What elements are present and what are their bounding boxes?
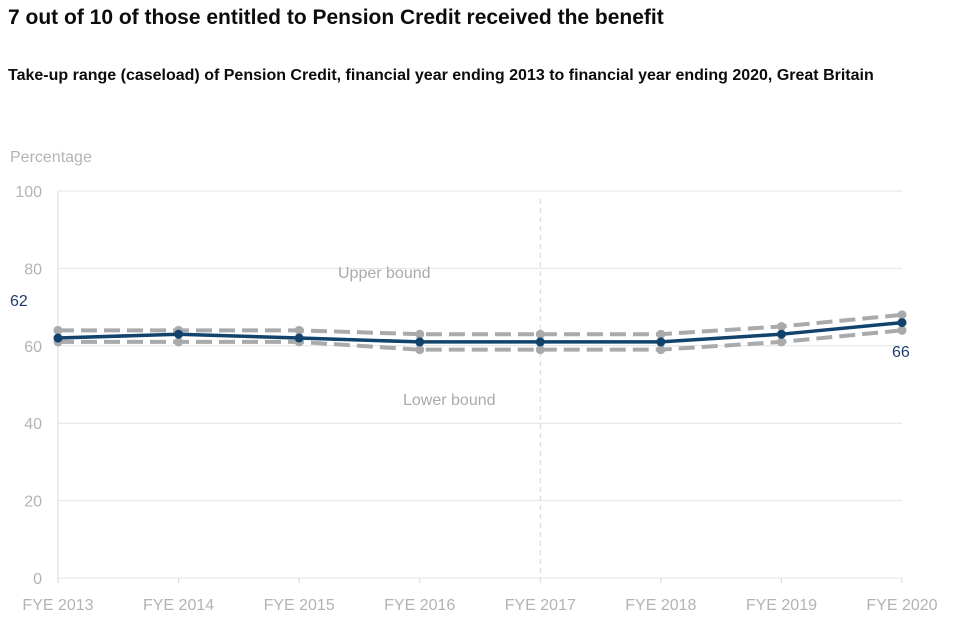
- x-tick-label: FYE 2019: [746, 597, 817, 614]
- data-point-central: [53, 333, 63, 343]
- data-point-lower: [174, 337, 184, 347]
- upper-bound-label: Upper bound: [338, 265, 431, 282]
- y-axis-title: Percentage: [10, 149, 92, 166]
- chart-title: 7 out of 10 of those entitled to Pension…: [8, 6, 664, 29]
- x-axis-ticks: FYE 2013 FYE 2014 FYE 2015 FYE 2016 FYE 2017…: [22, 578, 938, 614]
- y-tick-label: 100: [15, 184, 42, 201]
- data-point-upper: [415, 329, 425, 339]
- data-point-central: [656, 337, 666, 347]
- x-tick-label: FYE 2020: [866, 597, 937, 614]
- y-tick-label: 0: [33, 571, 42, 588]
- x-tick-label: FYE 2016: [384, 597, 455, 614]
- series-lines: [53, 310, 907, 355]
- series-line-lower: [58, 328, 903, 352]
- data-point-central: [174, 329, 184, 339]
- x-tick-label: FYE 2013: [22, 597, 93, 614]
- data-point-lower: [415, 345, 425, 355]
- data-point-lower: [656, 345, 666, 355]
- data-point-upper: [294, 325, 304, 335]
- end-value-label: 66: [892, 344, 910, 361]
- y-tick-label: 20: [24, 494, 42, 511]
- series-line-central: [57, 320, 903, 344]
- x-tick-label: FYE 2014: [143, 597, 214, 614]
- x-tick-label: FYE 2018: [625, 597, 696, 614]
- data-point-lower: [535, 345, 545, 355]
- x-tick-label: FYE 2017: [505, 597, 576, 614]
- data-point-central: [897, 318, 907, 328]
- y-axis-ticks: 0 20 40 60 80 100: [15, 184, 42, 588]
- data-point-upper: [535, 329, 545, 339]
- y-tick-label: 40: [24, 416, 42, 433]
- data-point-lower: [776, 337, 786, 347]
- data-point-central: [294, 333, 304, 343]
- y-tick-label: 60: [24, 339, 42, 356]
- data-point-central: [535, 337, 545, 347]
- data-point-upper: [53, 325, 63, 335]
- data-point-upper: [897, 310, 907, 320]
- start-value-label: 62: [10, 293, 28, 310]
- data-point-central: [776, 329, 786, 339]
- series-line-upper: [58, 312, 903, 337]
- data-point-lower: [897, 325, 907, 335]
- y-tick-label: 80: [24, 261, 42, 278]
- chart-subtitle: Take-up range (caseload) of Pension Cred…: [8, 67, 874, 84]
- lower-bound-label: Lower bound: [403, 392, 496, 409]
- data-point-central: [415, 337, 425, 347]
- gridlines: [57, 190, 902, 579]
- data-point-upper: [776, 321, 786, 331]
- data-point-upper: [656, 329, 666, 339]
- x-tick-label: FYE 2015: [264, 597, 335, 614]
